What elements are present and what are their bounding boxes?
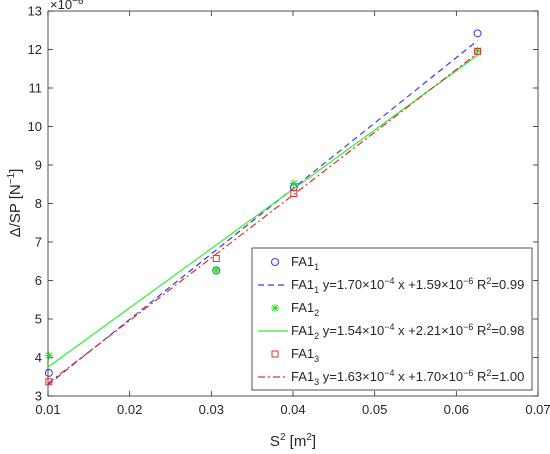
y-multiplier-base: ×10 (50, 0, 72, 12)
y-multiplier: ×10−6 (50, 0, 84, 12)
x-axis-label-sup: 2 (280, 432, 286, 443)
x-tick-label: 0.07 (525, 402, 550, 417)
y-tick-label: 7 (35, 235, 42, 250)
x-tick-label: 0.03 (199, 402, 224, 417)
legend-label: FA13 y=1.63×10−4 x +1.70×10−6 R2=1.00 (291, 368, 524, 387)
y-tick-label: 10 (28, 119, 42, 134)
y-tick-label: 8 (35, 196, 42, 211)
x-axis-label: S2 [m2] (270, 432, 316, 450)
legend-marker-star (271, 304, 279, 312)
legend-entry-fit-2: FA12 y=1.54×10−4 x +2.21×10−6 R2=0.98 (258, 322, 524, 341)
legend-marker-square (271, 350, 279, 358)
data-points (44, 29, 482, 386)
fit-lines (47, 40, 478, 386)
data-point-square (474, 47, 482, 55)
data-point-square (290, 189, 298, 197)
y-tick-label: 12 (28, 42, 42, 57)
legend: FA11 FA11 y=1.70×10−4 x +1.59×10−6 R2=0.… (251, 247, 533, 391)
data-point-star (212, 266, 221, 275)
legend-entry-series-3: FA13 (271, 346, 319, 364)
data-point-square (45, 378, 53, 386)
x-tick-label: 0.05 (362, 402, 387, 417)
y-tick-label: 3 (35, 389, 42, 404)
legend-label: FA12 (291, 300, 319, 318)
legend-label: FA12 y=1.54×10−4 x +2.21×10−6 R2=0.98 (291, 322, 524, 341)
axes: 0.01 0.02 0.03 0.04 0.05 0.06 0.07 3 4 5 6 7 8 9 10 11 1… (28, 4, 550, 418)
data-point-circle (44, 368, 53, 377)
x-axis-label-main: S (270, 433, 280, 450)
legend-box (251, 247, 533, 391)
y-tick-label: 6 (35, 273, 42, 288)
x-axis-label-unit-sup: 2 (306, 432, 312, 443)
legend-marker-circle (271, 258, 279, 266)
y-axis-label: Δ/SP [N−1] (6, 169, 24, 238)
legend-label: FA11 y=1.70×10−4 x +1.59×10−6 R2=0.99 (291, 276, 524, 295)
y-tick-label: 5 (35, 312, 42, 327)
data-point-square (212, 255, 220, 263)
y-tick-label: 11 (29, 81, 43, 96)
fit-line-solid (47, 54, 478, 368)
fit-line-dashdot (47, 52, 478, 384)
x-axis-label-close: ] (312, 433, 316, 450)
y-tick-label: 13 (28, 4, 42, 19)
fit-line-dashed (47, 40, 478, 386)
legend-entry-series-2: FA12 (271, 300, 319, 318)
y-axis-label-sup: −1 (6, 172, 17, 184)
legend-entry-fit-1: FA11 y=1.70×10−4 x +1.59×10−6 R2=0.99 (258, 276, 524, 295)
data-point-star (289, 179, 298, 188)
x-axis-label-unit: [m (286, 433, 307, 450)
x-tick-label: 0.02 (117, 402, 142, 417)
y-axis-label-main: Δ/SP [N (7, 184, 24, 237)
legend-label: FA11 (291, 254, 319, 272)
x-tick-label: 0.01 (35, 402, 60, 417)
y-tick-label: 4 (35, 350, 42, 365)
x-tick-label: 0.04 (280, 402, 305, 417)
legend-entry-series-1: FA11 (271, 254, 319, 272)
legend-entry-fit-3: FA13 y=1.63×10−4 x +1.70×10−6 R2=1.00 (258, 368, 524, 387)
y-multiplier-exp: −6 (72, 0, 84, 7)
y-tick-label: 9 (35, 158, 42, 173)
y-axis-label-close: ] (7, 169, 24, 173)
data-point-star (44, 351, 53, 360)
data-point-circle (473, 29, 482, 38)
x-tick-label: 0.06 (444, 402, 469, 417)
legend-label: FA13 (291, 346, 319, 364)
